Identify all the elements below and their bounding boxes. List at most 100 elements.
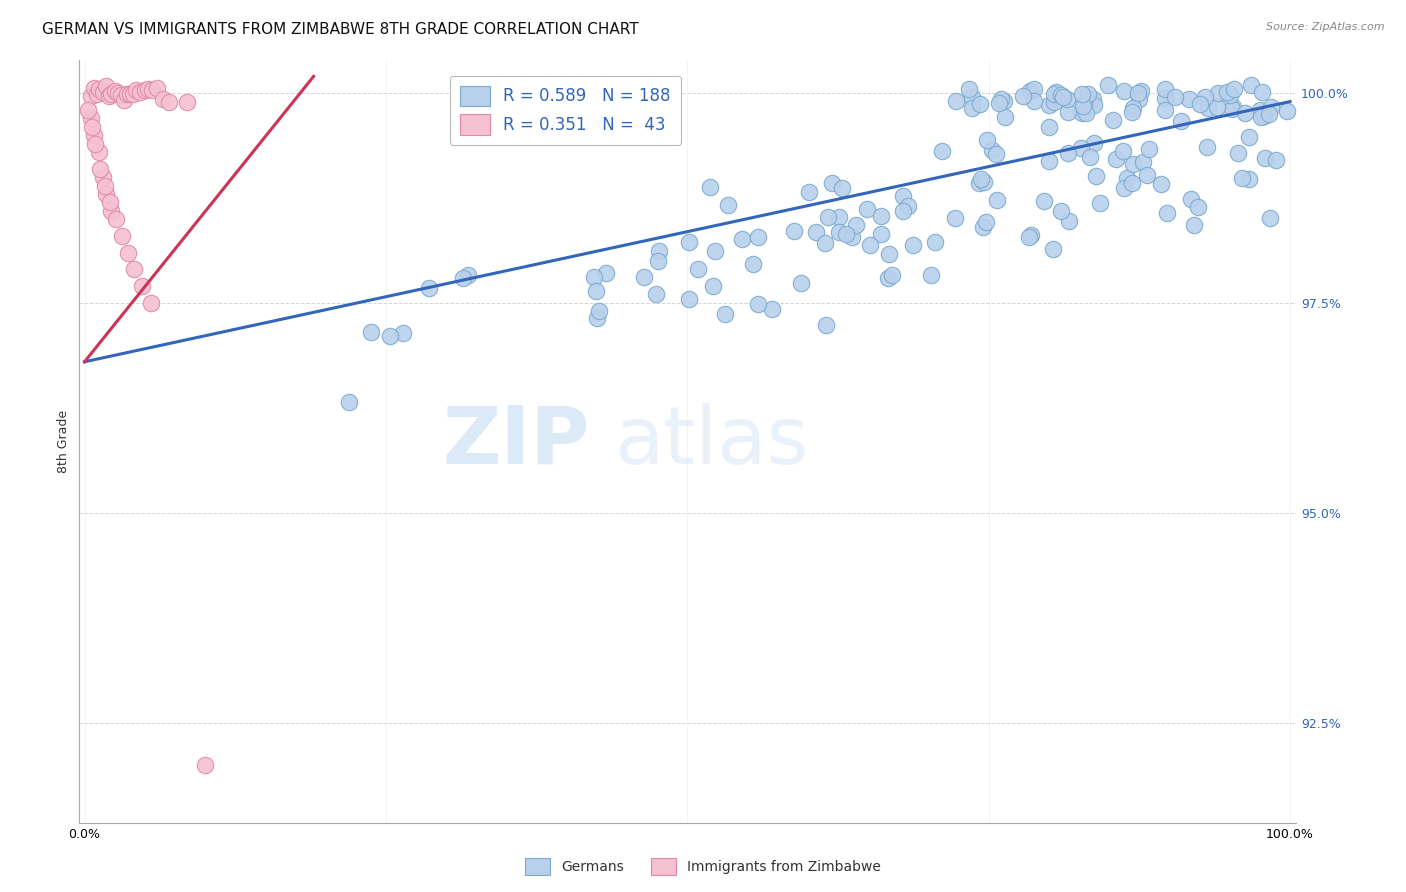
- Point: [1250, 110, 1272, 124]
- Point: [1038, 120, 1060, 134]
- Point: [877, 247, 900, 261]
- Point: [1260, 99, 1282, 113]
- Point: [1234, 106, 1257, 120]
- Point: [1019, 228, 1042, 243]
- Point: [83, 81, 105, 95]
- Point: [125, 83, 148, 97]
- Point: [1239, 130, 1261, 145]
- Point: [747, 297, 769, 311]
- Point: [1197, 101, 1219, 115]
- Point: [176, 95, 198, 109]
- Point: [960, 101, 983, 115]
- Point: [112, 93, 135, 107]
- Point: [891, 204, 914, 219]
- Point: [747, 229, 769, 244]
- Point: [1022, 95, 1045, 109]
- Point: [100, 87, 122, 101]
- Point: [457, 268, 479, 282]
- Point: [1112, 145, 1135, 159]
- Point: [1057, 104, 1080, 119]
- Point: [104, 212, 127, 227]
- Point: [104, 84, 127, 98]
- Point: [880, 268, 903, 282]
- Point: [1170, 113, 1192, 128]
- Point: [586, 311, 609, 326]
- Point: [129, 85, 152, 99]
- Point: [647, 254, 669, 268]
- Point: [903, 238, 925, 252]
- Point: [141, 83, 163, 97]
- Point: [77, 103, 100, 117]
- Point: [588, 303, 610, 318]
- Point: [1045, 85, 1067, 99]
- Point: [1115, 171, 1137, 186]
- Point: [96, 79, 118, 94]
- Point: [714, 307, 737, 321]
- Point: [1114, 84, 1136, 98]
- Point: [1250, 85, 1272, 99]
- Point: [891, 189, 914, 203]
- Text: Source: ZipAtlas.com: Source: ZipAtlas.com: [1267, 22, 1385, 32]
- Point: [1154, 103, 1177, 117]
- Point: [984, 147, 1007, 161]
- Point: [742, 257, 765, 271]
- Point: [1220, 102, 1243, 116]
- Point: [1078, 151, 1101, 165]
- Point: [86, 87, 108, 101]
- Point: [100, 203, 122, 218]
- Point: [1097, 78, 1119, 92]
- Point: [782, 224, 804, 238]
- Point: [845, 218, 868, 232]
- Point: [1206, 86, 1229, 100]
- Point: [1049, 204, 1071, 219]
- Point: [993, 110, 1015, 124]
- Point: [1073, 95, 1095, 110]
- Point: [1018, 229, 1040, 244]
- Point: [1136, 168, 1159, 182]
- Point: [1019, 84, 1042, 98]
- Point: [920, 268, 942, 282]
- Point: [924, 235, 946, 249]
- Point: [1188, 96, 1211, 111]
- Point: [1128, 92, 1150, 106]
- Point: [98, 195, 121, 210]
- Legend: R = 0.589   N = 188, R = 0.351   N =  43: R = 0.589 N = 188, R = 0.351 N = 43: [450, 76, 681, 145]
- Point: [1052, 90, 1074, 104]
- Point: [80, 120, 103, 134]
- Point: [962, 89, 984, 103]
- Point: [1050, 87, 1073, 102]
- Point: [1275, 103, 1298, 118]
- Point: [1070, 141, 1092, 155]
- Point: [704, 244, 727, 258]
- Point: [678, 235, 700, 250]
- Point: [813, 235, 835, 250]
- Point: [94, 178, 117, 193]
- Point: [969, 96, 991, 111]
- Point: [1038, 153, 1060, 168]
- Point: [115, 87, 138, 102]
- Point: [1240, 78, 1263, 92]
- Point: [828, 225, 851, 239]
- Point: [973, 175, 995, 189]
- Point: [1197, 139, 1219, 153]
- Point: [1128, 87, 1150, 101]
- Point: [1239, 172, 1261, 186]
- Point: [981, 143, 1004, 157]
- Point: [987, 95, 1010, 110]
- Point: [957, 82, 980, 96]
- Point: [1137, 142, 1160, 156]
- Point: [644, 286, 666, 301]
- Point: [831, 180, 853, 194]
- Point: [1085, 169, 1108, 183]
- Point: [972, 220, 994, 235]
- Point: [122, 262, 145, 277]
- Y-axis label: 8th Grade: 8th Grade: [58, 410, 70, 473]
- Text: ZIP: ZIP: [443, 402, 591, 481]
- Point: [1223, 81, 1246, 95]
- Point: [993, 94, 1015, 108]
- Text: atlas: atlas: [614, 402, 808, 481]
- Point: [870, 227, 893, 242]
- Point: [1177, 92, 1199, 106]
- Point: [1182, 218, 1205, 232]
- Point: [931, 144, 953, 158]
